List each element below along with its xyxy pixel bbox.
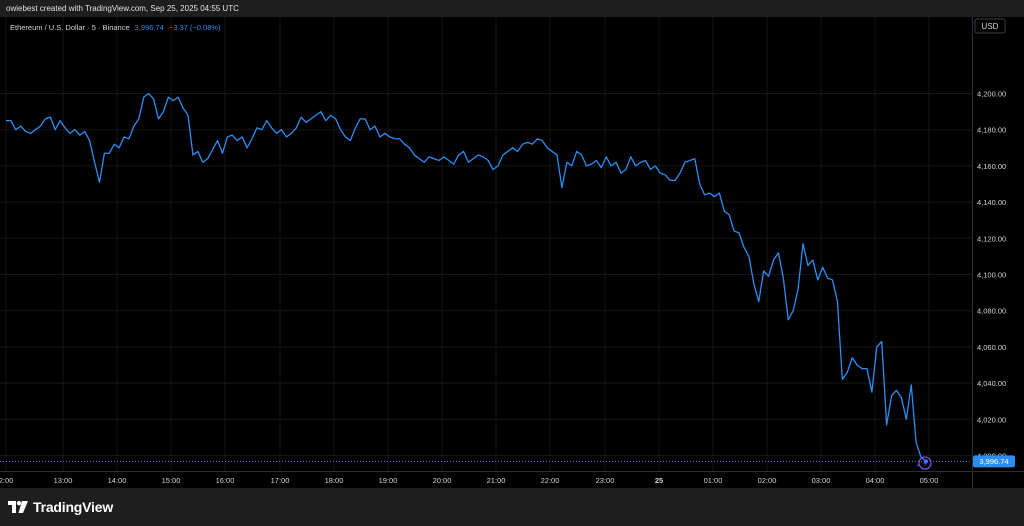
time-tick-label: 23:00 xyxy=(596,476,615,485)
time-tick-label: 2:00 xyxy=(0,476,13,485)
time-tick-label: 17:00 xyxy=(271,476,290,485)
price-tick-label: 4,200.00 xyxy=(977,90,1006,99)
time-tick-label: 02:00 xyxy=(758,476,777,485)
time-tick-label: 21:00 xyxy=(487,476,506,485)
price-tick-label: 4,100.00 xyxy=(977,271,1006,280)
currency-label: USD xyxy=(982,22,999,31)
price-tick-label: 4,160.00 xyxy=(977,162,1006,171)
time-tick-label: 05:00 xyxy=(920,476,939,485)
price-tick-label: 4,060.00 xyxy=(977,343,1006,352)
last-price-badge: 3,996.74 xyxy=(973,455,1015,468)
replay-lightning-icon[interactable] xyxy=(916,456,932,470)
price-tick-label: 4,040.00 xyxy=(977,379,1006,388)
time-tick-label: 18:00 xyxy=(325,476,344,485)
tradingview-logo-icon xyxy=(8,501,28,513)
time-tick-label: 15:00 xyxy=(162,476,181,485)
last-price-badge-label: 3,996.74 xyxy=(979,457,1008,466)
price-tick-label: 4,020.00 xyxy=(977,415,1006,424)
attribution-caption: owiebest created with TradingView.com, S… xyxy=(6,4,239,13)
time-tick-label: 16:00 xyxy=(216,476,235,485)
price-axis[interactable]: 4,200.00 4,180.00 4,160.00 4,140.00 4,120.00… xyxy=(977,90,1006,497)
footer-bar xyxy=(0,488,1024,526)
price-tick-label: 4,180.00 xyxy=(977,126,1006,135)
time-tick-label: 03:00 xyxy=(812,476,831,485)
attribution-bar: owiebest created with TradingView.com, S… xyxy=(0,0,1024,17)
time-tick-label: 20:00 xyxy=(433,476,452,485)
time-tick-label: 01:00 xyxy=(704,476,723,485)
time-axis[interactable]: 2:00 13:00 14:00 15:00 16:00 17:00 18:00 19:00 2… xyxy=(0,476,938,485)
time-tick-label: 22:00 xyxy=(541,476,560,485)
chart-legend: Ethereum / U.S. Dollar · 5 · Binance 3,9… xyxy=(10,23,221,32)
time-tick-label: 04:00 xyxy=(866,476,885,485)
price-series-line xyxy=(6,92,927,462)
price-tick-label: 4,120.00 xyxy=(977,234,1006,243)
time-tick-label: 13:00 xyxy=(54,476,73,485)
tradingview-wordmark: TradingView xyxy=(33,499,114,515)
symbol-title: Ethereum / U.S. Dollar · 5 · Binance xyxy=(10,23,130,32)
currency-box[interactable]: USD xyxy=(974,18,1006,34)
price-tick-label: 4,080.00 xyxy=(977,307,1006,316)
time-tick-label: 19:00 xyxy=(379,476,398,485)
tradingview-logo[interactable]: TradingView xyxy=(8,499,113,515)
time-tick-label: 25 xyxy=(655,476,663,485)
time-tick-label: 14:00 xyxy=(108,476,127,485)
price-change-value: −3.37 (−0.08%) xyxy=(168,23,221,32)
chart-grid xyxy=(0,17,972,493)
last-price-value: 3,996.74 xyxy=(134,23,164,32)
price-tick-label: 4,140.00 xyxy=(977,198,1006,207)
